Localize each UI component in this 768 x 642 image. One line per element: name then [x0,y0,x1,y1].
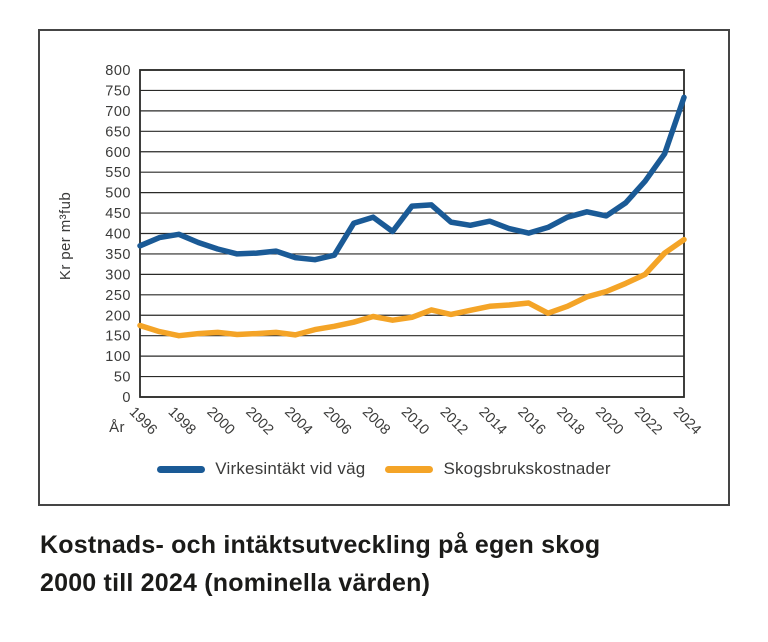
svg-text:550: 550 [105,165,131,181]
svg-text:2024: 2024 [670,404,704,438]
figure-caption: Kostnads- och intäktsutveckling på egen … [40,527,720,602]
legend-line-swatch-orange [385,465,434,473]
svg-text:250: 250 [105,288,131,304]
svg-text:2002: 2002 [242,404,276,438]
svg-text:1998: 1998 [165,404,199,438]
svg-text:2020: 2020 [592,404,626,438]
svg-text:2014: 2014 [475,404,509,438]
chart-legend: Virkesintäkt vid väg Skogsbrukskostnader [40,459,728,479]
chart-plot: 0 50 100 150 200 250 300 350 400 450 500 550 600 650 7… [105,63,704,438]
legend-line-swatch-blue [157,465,206,473]
caption-line-2: 2000 till 2024 (nominella värden) [40,568,431,597]
svg-text:450: 450 [105,206,131,222]
svg-text:350: 350 [105,247,131,263]
svg-text:2006: 2006 [320,404,354,438]
svg-text:500: 500 [105,186,131,202]
svg-text:0: 0 [122,390,131,406]
svg-text:2016: 2016 [514,404,548,438]
x-axis-title: År [109,419,125,436]
legend-item-virkesintakt: Virkesintäkt vid väg [157,459,365,479]
svg-text:750: 750 [105,83,131,99]
legend-item-skogsbrukskostnader: Skogsbrukskostnader [385,459,611,479]
svg-text:150: 150 [105,329,131,345]
svg-text:200: 200 [105,308,131,324]
legend-label: Skogsbrukskostnader [443,459,611,478]
svg-text:600: 600 [105,145,131,161]
caption-line-1: Kostnads- och intäktsutveckling på egen … [40,531,601,559]
svg-text:2018: 2018 [553,404,587,438]
y-axis-title: Kr per m³fub [57,192,74,280]
svg-text:2022: 2022 [631,404,665,438]
chart-svg: 0 50 100 150 200 250 300 350 400 450 500 550 600 650 7… [57,63,704,438]
svg-text:400: 400 [105,227,131,243]
chart-figure: 0 50 100 150 200 250 300 350 400 450 500 550 600 650 7… [38,29,730,506]
svg-text:300: 300 [105,267,131,283]
svg-text:700: 700 [105,104,131,120]
legend-label: Virkesintäkt vid väg [215,459,366,478]
svg-text:800: 800 [105,63,131,79]
svg-text:100: 100 [105,349,131,365]
svg-text:2008: 2008 [359,404,393,438]
svg-text:50: 50 [114,370,131,386]
svg-text:2010: 2010 [398,404,432,438]
svg-text:650: 650 [105,124,131,140]
svg-text:2012: 2012 [437,404,471,438]
svg-text:2000: 2000 [203,404,237,438]
svg-text:2004: 2004 [281,404,315,438]
svg-text:1996: 1996 [126,404,160,438]
